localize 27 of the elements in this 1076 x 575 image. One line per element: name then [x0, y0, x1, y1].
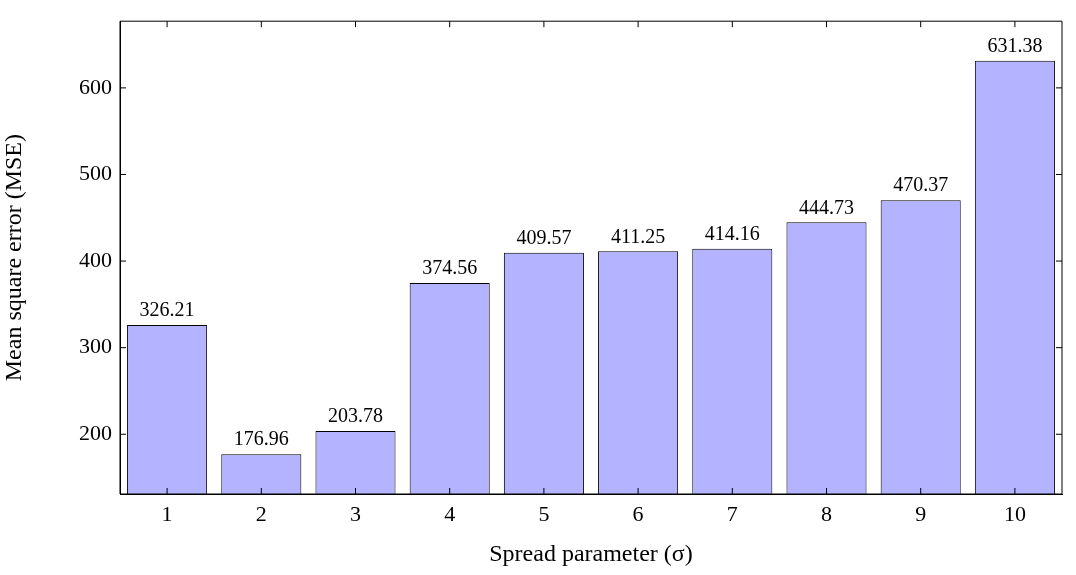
x-tick-label: 1: [161, 500, 173, 526]
data-label: 631.38: [987, 33, 1043, 56]
data-label: 411.25: [610, 224, 666, 247]
x-tick-label: 5: [538, 500, 550, 526]
x-tick-label: 3: [350, 500, 361, 526]
y-tick-label: 300: [79, 333, 112, 359]
x-tick-label: 4: [444, 500, 456, 526]
x-tick-label: 2: [255, 500, 267, 526]
x-tick-label: 8: [821, 500, 832, 526]
x-tick-label: 6: [632, 500, 644, 526]
y-axis-title: Mean square error (MSE): [0, 133, 26, 382]
data-label: 414.16: [704, 222, 760, 245]
x-tick-label: 7: [726, 500, 738, 526]
x-tick-label: 9: [915, 500, 927, 526]
data-label: 409.57: [516, 226, 572, 249]
data-label: 203.78: [328, 404, 383, 427]
data-label: 374.56: [422, 256, 478, 279]
data-label: 326.21: [139, 298, 195, 321]
y-tick-label: 600: [79, 73, 112, 99]
data-label: 444.73: [799, 195, 854, 218]
y-tick-label: 400: [79, 246, 112, 272]
data-label: 470.37: [893, 173, 949, 196]
x-axis-title: Spread parameter (σ): [489, 539, 693, 566]
data-label: 176.96: [233, 427, 289, 450]
y-tick-label: 200: [79, 420, 112, 446]
x-tick-label: 10: [1003, 500, 1026, 526]
y-tick-label: 500: [79, 160, 112, 186]
